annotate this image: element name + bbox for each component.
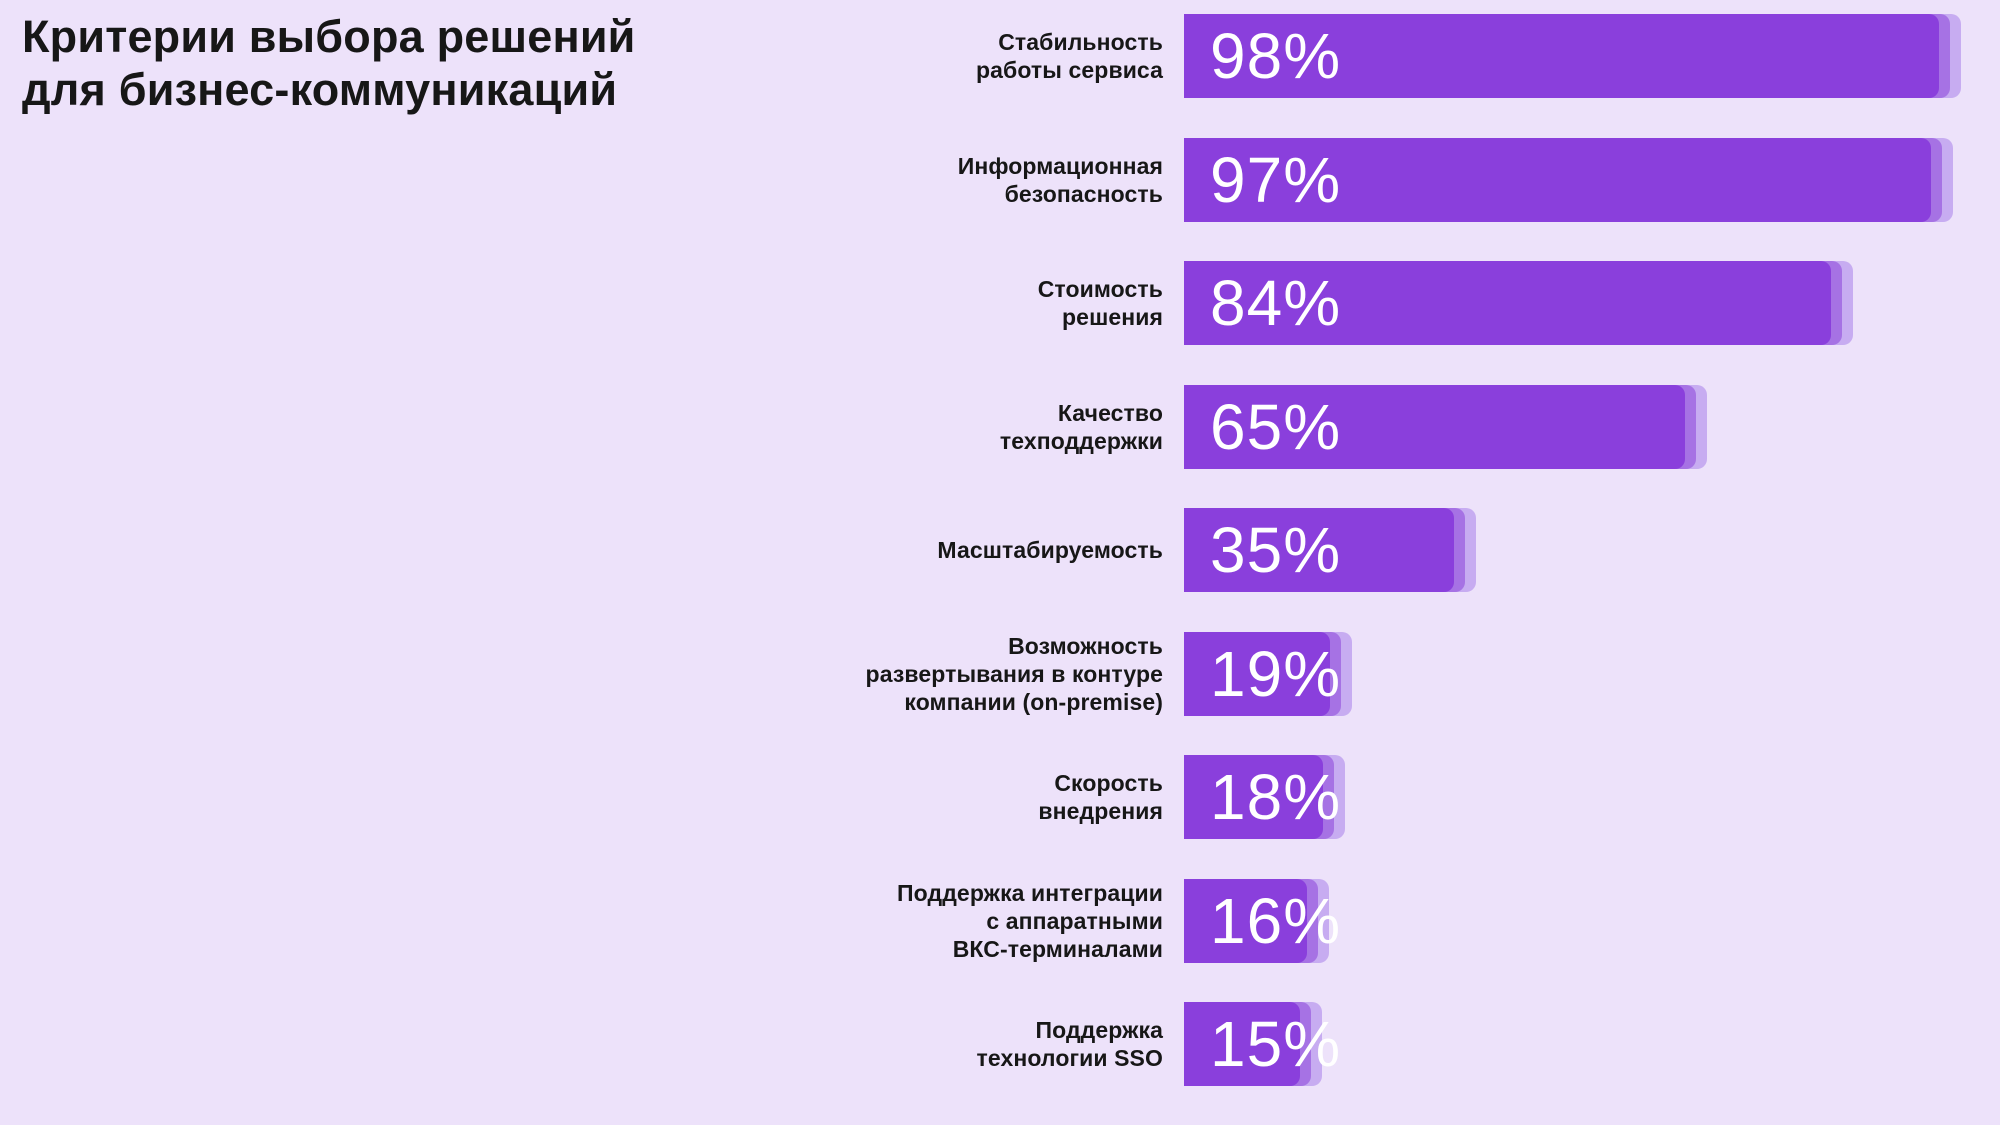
bar-rows: Стабильность работы сервиса 98% Информац…: [0, 14, 2000, 1125]
bar-zone: 65%: [1184, 384, 2000, 469]
bar-row: Поддержка технологии SSO 15%: [0, 1002, 2000, 1086]
bar-value-label: 18%: [1210, 761, 1342, 833]
bar-zone: 35%: [1184, 508, 2000, 592]
bar-label: Качество техподдержки: [999, 399, 1163, 454]
bar-main: [1184, 631, 1330, 716]
bar-label: Масштабируемость: [937, 537, 1163, 563]
bar-main: [1184, 878, 1307, 963]
bar-label: Возможность развертывания в контуре комп…: [865, 632, 1163, 715]
bar-label: Скорость внедрения: [1038, 770, 1163, 824]
bar-value-label: 98%: [1210, 20, 1342, 92]
bar-main: [1184, 261, 1831, 345]
bar-value-label: 19%: [1210, 637, 1342, 710]
bar-zone: 19%: [1184, 631, 2000, 716]
bar-main: [1184, 508, 1454, 592]
bar-label: Информационная безопасность: [957, 152, 1163, 207]
bar-main: [1184, 137, 1931, 222]
bar-row: Информационная безопасность 97%: [0, 137, 2000, 222]
bar-row: Стоимость решения 84%: [0, 261, 2000, 345]
page-title: Критерии выбора решений для бизнес-комму…: [22, 11, 636, 115]
bar-main: [1184, 1002, 1300, 1086]
bar-main: [1184, 384, 1685, 469]
bar-row: Качество техподдержки 65%: [0, 384, 2000, 469]
bar-value-label: 65%: [1210, 390, 1342, 463]
bar-label: Стабильность работы сервиса: [976, 29, 1163, 83]
bar-value-label: 35%: [1210, 514, 1342, 586]
bar-main: [1184, 755, 1323, 839]
bar-value-label: 15%: [1210, 1008, 1342, 1080]
bar-value-label: 97%: [1210, 143, 1342, 216]
bar-row: Поддержка интеграции с аппаратными ВКС-т…: [0, 878, 2000, 963]
bar-zone: 97%: [1184, 137, 2000, 222]
bar-zone: 18%: [1184, 755, 2000, 839]
bar-main: [1184, 14, 1939, 98]
bar-zone: 15%: [1184, 1002, 2000, 1086]
bar-label: Стоимость решения: [1037, 276, 1163, 330]
bar-label: Поддержка технологии SSO: [976, 1017, 1163, 1071]
bar-value-label: 84%: [1210, 267, 1342, 339]
bar-zone: 98%: [1184, 14, 2000, 98]
bar-zone: 16%: [1184, 878, 2000, 963]
bar-row: Стабильность работы сервиса 98%: [0, 14, 2000, 98]
bar-row: Возможность развертывания в контуре комп…: [0, 631, 2000, 716]
bar-row: Скорость внедрения 18%: [0, 755, 2000, 839]
bar-value-label: 16%: [1210, 884, 1342, 957]
bar-zone: 84%: [1184, 261, 2000, 345]
bar-row: Масштабируемость 35%: [0, 508, 2000, 592]
bar-label: Поддержка интеграции с аппаратными ВКС-т…: [897, 879, 1163, 962]
